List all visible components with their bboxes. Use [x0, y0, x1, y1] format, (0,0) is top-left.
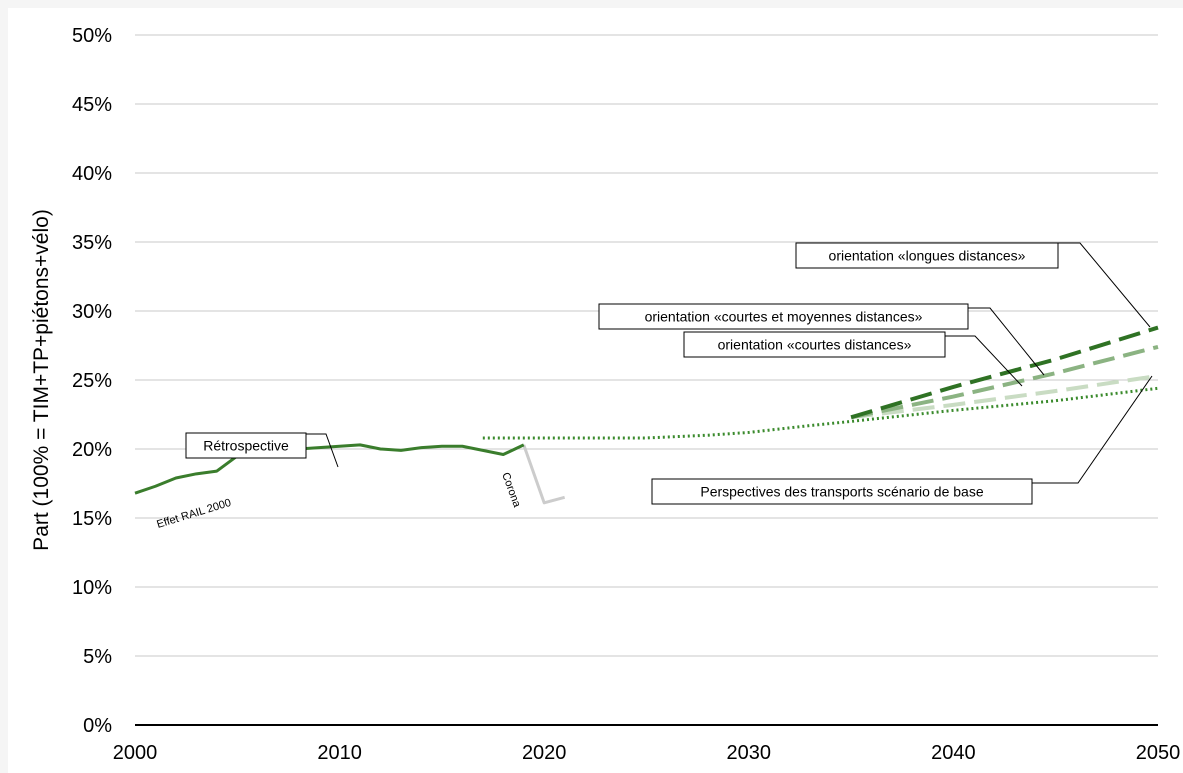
series-line-5 [850, 325, 1159, 420]
series-line-2 [482, 386, 1159, 440]
y-tick-label: 25% [72, 370, 112, 392]
series-line-4 [850, 344, 1159, 420]
series-line-3 [850, 373, 1159, 420]
y-tick-label: 35% [72, 232, 112, 254]
base-callout-box [651, 478, 1033, 505]
series-line-1 [522, 444, 566, 505]
x-tick-label: 2040 [931, 742, 976, 764]
y-tick-label: 40% [72, 163, 112, 185]
longues-callout-label: orientation «longues distances» [829, 248, 1026, 264]
y-tick-label: 30% [72, 301, 112, 323]
x-tick-label: 2050 [1136, 742, 1181, 764]
base-callout-leader [1032, 375, 1153, 484]
courtes-callout-label: orientation «courtes distances» [718, 337, 912, 353]
series-line-0 [134, 443, 525, 495]
courtes-callout-box [683, 331, 946, 358]
gridlines [135, 34, 1158, 726]
retro-callout-leader [306, 433, 339, 468]
y-tick-label: 10% [72, 577, 112, 599]
retro-callout-box [185, 432, 307, 459]
courtes-moyennes-callout-box [598, 303, 969, 330]
x-tick-label: 2030 [727, 742, 772, 764]
annotation-layer: Rétrospective orientation «longues distan… [155, 242, 1153, 531]
y-tick-label: 45% [72, 94, 112, 116]
corona-label: Corona [499, 471, 523, 510]
series-layer [134, 325, 1159, 505]
x-tick-label: 2000 [113, 742, 158, 764]
effet-rail-label: Effet RAIL 2000 [155, 497, 232, 531]
y-tick-label: 5% [83, 646, 112, 668]
y-tick-labels: 0% 5% 10% 15% 20% 25% 30% 35% 40% 45% 50% [72, 25, 112, 737]
courtes-moyennes-callout-label: orientation «courtes et moyennes distanc… [645, 309, 923, 325]
y-tick-label: 50% [72, 25, 112, 47]
x-tick-labels: 2000 2010 2020 2030 2040 2050 [113, 742, 1181, 764]
courtes-moyennes-callout-leader [968, 307, 1045, 376]
courtes-callout-leader [945, 335, 1023, 387]
retro-callout-label: Rétrospective [203, 438, 289, 454]
y-tick-label: 0% [83, 715, 112, 737]
y-tick-label: 20% [72, 439, 112, 461]
x-tick-label: 2010 [317, 742, 362, 764]
y-tick-label: 15% [72, 508, 112, 530]
y-axis-label: Part (100% = TIM+TP+piétons+vélo) [30, 209, 53, 551]
base-callout-label: Perspectives des transports scénario de … [700, 484, 983, 500]
longues-callout-leader [1058, 242, 1151, 328]
longues-callout-box [795, 242, 1059, 269]
x-tick-label: 2020 [522, 742, 567, 764]
